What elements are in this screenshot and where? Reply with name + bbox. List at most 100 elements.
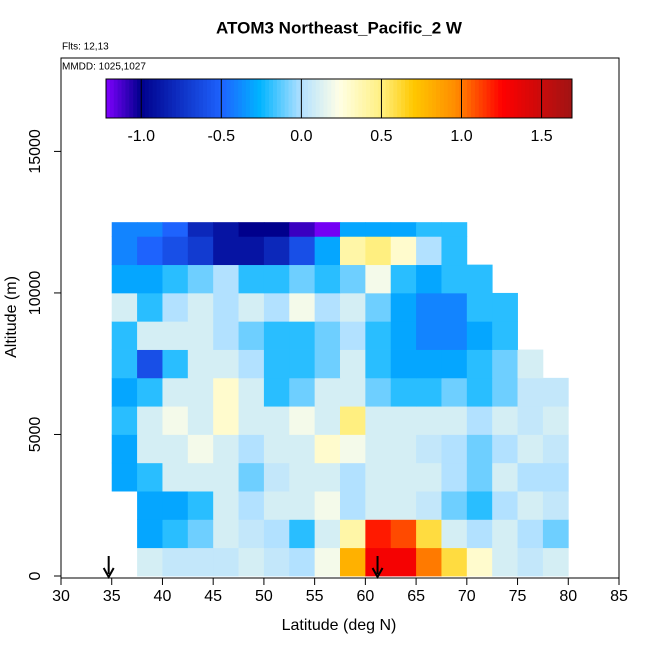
colorbar-swatch (230, 79, 235, 118)
chart-title: ATOM3 Northeast_Pacific_2 W (216, 18, 463, 37)
heat-cell (238, 491, 265, 520)
heat-cell (466, 321, 493, 350)
colorbar-swatch (401, 79, 406, 118)
arrow-head (371, 567, 384, 580)
colorbar-swatch (525, 79, 530, 118)
heat-cell (111, 462, 138, 492)
heat-cell (390, 349, 417, 379)
heat-cell (238, 349, 265, 379)
colorbar-swatch (203, 79, 208, 118)
heat-cell (416, 321, 442, 350)
heat-cell (365, 264, 392, 294)
colorbar-swatch (214, 79, 220, 118)
colorbar-swatch (222, 79, 227, 118)
colorbar-tick-label: 0.0 (290, 128, 312, 145)
heat-cell (137, 519, 163, 549)
heat-cell (213, 321, 239, 350)
colorbar-swatch (327, 79, 332, 118)
heat-cell (263, 434, 290, 464)
x-tick-label: 45 (204, 588, 222, 605)
colorbar-swatch (280, 79, 286, 118)
colorbar-swatch (455, 79, 460, 118)
heat-cell (137, 292, 163, 322)
colorbar-swatch (342, 79, 348, 118)
colorbar-swatch (241, 79, 247, 118)
heat-cell (340, 491, 366, 520)
heat-cell (213, 519, 239, 549)
heat-cell (416, 222, 442, 237)
colorbar-swatch (556, 79, 561, 118)
colorbar-swatch (125, 79, 130, 118)
heat-cell (340, 264, 366, 294)
heat-cell (492, 377, 518, 407)
colorbar-swatch (226, 79, 231, 118)
heat-cell (162, 491, 189, 520)
colorbar-swatch (540, 79, 546, 118)
heat-cell (263, 222, 290, 237)
colorbar-swatch (284, 79, 290, 118)
heat-cell (263, 547, 290, 577)
heat-cell (542, 547, 569, 577)
heat-cell (213, 222, 239, 237)
colorbar-swatch (307, 79, 313, 118)
heat-cell (542, 491, 569, 520)
heat-cell (187, 491, 214, 520)
colorbar-swatch (517, 79, 523, 118)
colorbar-swatch (370, 79, 375, 118)
colorbar-swatch (113, 79, 119, 118)
colorbar-swatch (109, 79, 115, 118)
colorbar-swatch (160, 79, 165, 118)
colorbar-swatch (206, 79, 212, 118)
heat-cell (365, 491, 392, 520)
heat-cell (340, 462, 366, 492)
heat-cell (466, 406, 493, 435)
colorbar-swatch (533, 79, 538, 118)
heat-cell (213, 292, 239, 322)
heat-cell (111, 236, 138, 266)
colorbar-swatch (486, 79, 491, 118)
heat-cell (187, 349, 214, 379)
heat-cell (238, 236, 265, 266)
heat-cell (187, 292, 214, 322)
colorbar-swatch (490, 79, 495, 118)
arrow-head (102, 567, 115, 580)
x-tick-label: 60 (356, 588, 374, 605)
colorbar-swatch (478, 79, 484, 118)
x-tick-label: 80 (559, 588, 577, 605)
heat-cell (517, 349, 544, 379)
heat-cell (162, 519, 189, 549)
heat-cell (390, 264, 417, 294)
heat-cell (289, 349, 316, 379)
heat-cell (314, 377, 341, 407)
heat-cell (441, 434, 468, 464)
heat-cell (416, 236, 442, 266)
heat-cell (466, 491, 493, 520)
heat-cell (340, 519, 366, 549)
colorbar-swatch (191, 79, 196, 118)
colorbar-swatch (513, 79, 519, 118)
colorbar-swatch (311, 79, 317, 118)
colorbar-swatch (199, 79, 204, 118)
heat-cell (162, 462, 189, 492)
x-axis-label: Latitude (deg N) (282, 617, 397, 634)
colorbar-swatch (385, 79, 390, 118)
x-tick-label: 75 (509, 588, 527, 605)
heat-cell (466, 292, 493, 322)
heat-cell (289, 519, 316, 549)
colorbar-swatch (261, 79, 266, 118)
colorbar-swatch (331, 79, 336, 118)
heat-cell (466, 519, 493, 549)
colorbar-swatch (304, 79, 309, 118)
colorbar-swatch (133, 79, 138, 118)
heat-cell (416, 491, 442, 520)
heat-cell (263, 264, 290, 294)
colorbar-swatch (269, 79, 274, 118)
colorbar-tick-label: 0.5 (370, 128, 392, 145)
heat-cell (492, 406, 518, 435)
x-tick-label: 65 (407, 588, 425, 605)
heat-cell (390, 377, 417, 407)
heat-cell (390, 222, 417, 237)
heat-cell (137, 264, 163, 294)
heat-cell (314, 462, 341, 492)
heat-cell (492, 292, 518, 322)
